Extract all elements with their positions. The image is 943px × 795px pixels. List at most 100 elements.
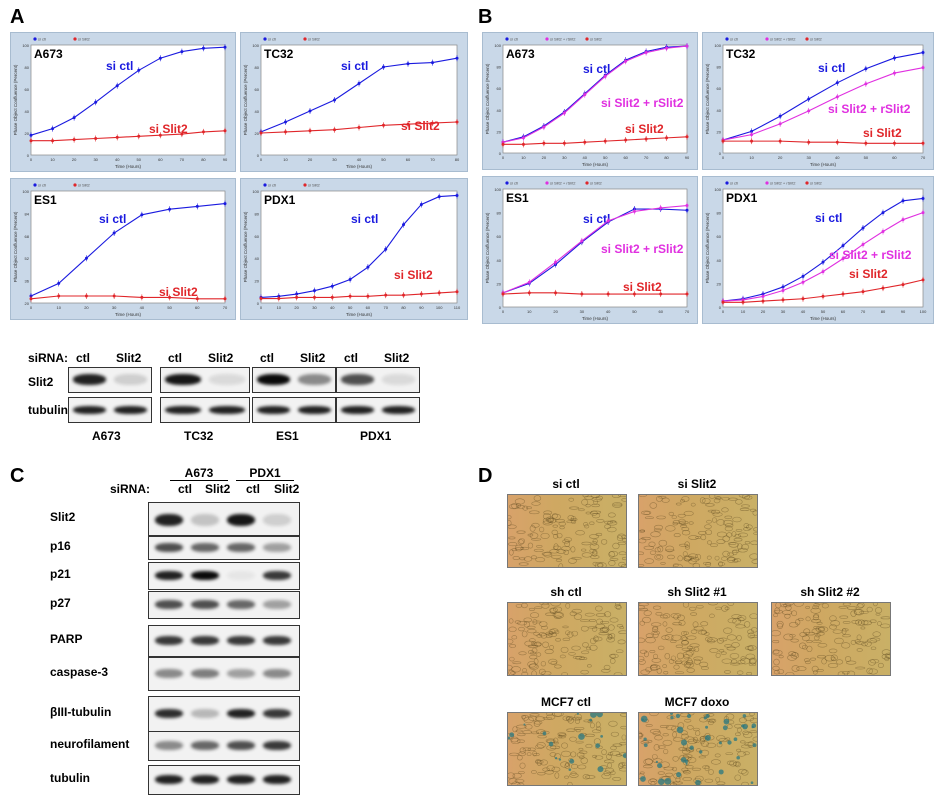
x-tick-label: 90 xyxy=(901,309,906,314)
stained-cell xyxy=(568,768,572,771)
cell-shape xyxy=(643,511,651,515)
data-point xyxy=(781,285,785,289)
cell-shape xyxy=(818,627,825,632)
data-point xyxy=(901,283,905,287)
cell-shape xyxy=(607,762,612,769)
cell-shape xyxy=(642,739,653,743)
cell-shape xyxy=(829,624,838,630)
data-point xyxy=(921,51,925,55)
micrograph-image xyxy=(507,602,627,676)
cell-shape xyxy=(621,556,626,561)
data-point xyxy=(223,129,227,133)
series-line xyxy=(261,291,458,300)
cell-shape xyxy=(556,549,566,554)
cell-shape xyxy=(549,645,554,650)
cell-shape xyxy=(721,658,733,664)
cell-shape xyxy=(526,752,532,756)
cell-shape xyxy=(753,532,757,535)
legend-marker xyxy=(765,181,769,185)
cell-shape xyxy=(560,750,572,758)
cell-shape xyxy=(609,750,621,756)
cell-shape xyxy=(802,644,808,650)
data-point xyxy=(455,290,459,294)
cell-shape xyxy=(741,495,751,500)
cell-shape xyxy=(561,742,568,749)
cell-shape xyxy=(832,629,843,634)
legend-marker xyxy=(263,183,267,187)
data-point xyxy=(455,56,459,60)
cell-shape xyxy=(870,646,877,650)
cell-shape xyxy=(533,720,541,727)
cell-shape xyxy=(678,747,687,751)
plot-area xyxy=(722,44,924,154)
y-tick-label: 0 xyxy=(499,305,502,310)
cell-shape xyxy=(595,721,601,728)
cell-shape xyxy=(736,670,744,675)
cell-shape xyxy=(724,644,732,648)
cell-shape xyxy=(856,634,862,641)
cell-shape xyxy=(603,520,614,524)
legend-marker xyxy=(545,181,549,185)
cell-shape xyxy=(639,771,645,775)
cell-shape xyxy=(723,627,733,634)
x-tick-label: 10 xyxy=(56,305,61,310)
cell-shape xyxy=(609,520,617,524)
cell-shape xyxy=(834,637,844,644)
chart-a-es1: 20 36 52 68 84 100 0 10 20 30 40 50 60 70 Time (Hours)… xyxy=(10,178,236,320)
cell-shape xyxy=(568,652,576,656)
cell-shape xyxy=(704,778,714,783)
data-point xyxy=(665,136,669,140)
cell-shape xyxy=(799,642,807,649)
lane-label-ctl: ctl xyxy=(260,351,275,365)
y-axis-label: Phase Object Confluence (Percent) xyxy=(485,212,490,283)
cell-shape xyxy=(548,628,556,635)
cell-shape xyxy=(709,613,715,619)
cell-shape xyxy=(529,654,538,660)
cell-shape xyxy=(721,605,729,612)
lane-label-slit2: Slit2 xyxy=(300,351,326,365)
data-point xyxy=(195,204,199,208)
data-point xyxy=(308,129,312,133)
cell-shape xyxy=(641,510,652,515)
cell-shape xyxy=(839,615,849,619)
stained-cell xyxy=(643,743,648,748)
cell-shape xyxy=(542,513,552,520)
cell-shape xyxy=(529,510,540,515)
x-tick-label: 20 xyxy=(294,305,299,310)
cell-shape xyxy=(773,609,783,614)
cell-shape xyxy=(857,619,865,626)
cell-shape xyxy=(726,760,735,766)
x-tick-label: 30 xyxy=(580,309,585,314)
cell-shape xyxy=(667,554,675,560)
stained-cell xyxy=(558,758,562,761)
data-point xyxy=(431,61,434,65)
cell-texture xyxy=(508,713,626,785)
data-point xyxy=(112,231,116,235)
x-tick-label: 80 xyxy=(455,157,460,162)
cell-shape xyxy=(580,619,590,623)
cell-shape xyxy=(658,495,667,499)
data-point xyxy=(801,297,805,301)
cell-shape xyxy=(673,614,679,620)
cell-shape xyxy=(672,521,679,526)
blot-strip xyxy=(148,731,300,761)
cell-shape xyxy=(699,661,709,668)
cell-shape xyxy=(619,742,626,746)
stained-cell xyxy=(657,762,663,769)
cell-shape xyxy=(528,607,535,611)
cell-shape xyxy=(691,767,702,771)
cell-shape xyxy=(595,623,606,629)
cell-shape xyxy=(590,554,600,560)
data-point xyxy=(57,281,61,285)
cell-shape xyxy=(515,546,525,550)
cell-shape xyxy=(746,524,753,530)
cell-shape xyxy=(741,769,749,776)
stained-cell xyxy=(722,725,728,731)
data-point xyxy=(632,209,636,213)
cell-shape xyxy=(772,649,783,656)
blot-band xyxy=(73,374,106,385)
blot-band xyxy=(191,775,219,784)
cell-shape xyxy=(543,510,553,515)
cell-line-label: ES1 xyxy=(276,429,299,443)
